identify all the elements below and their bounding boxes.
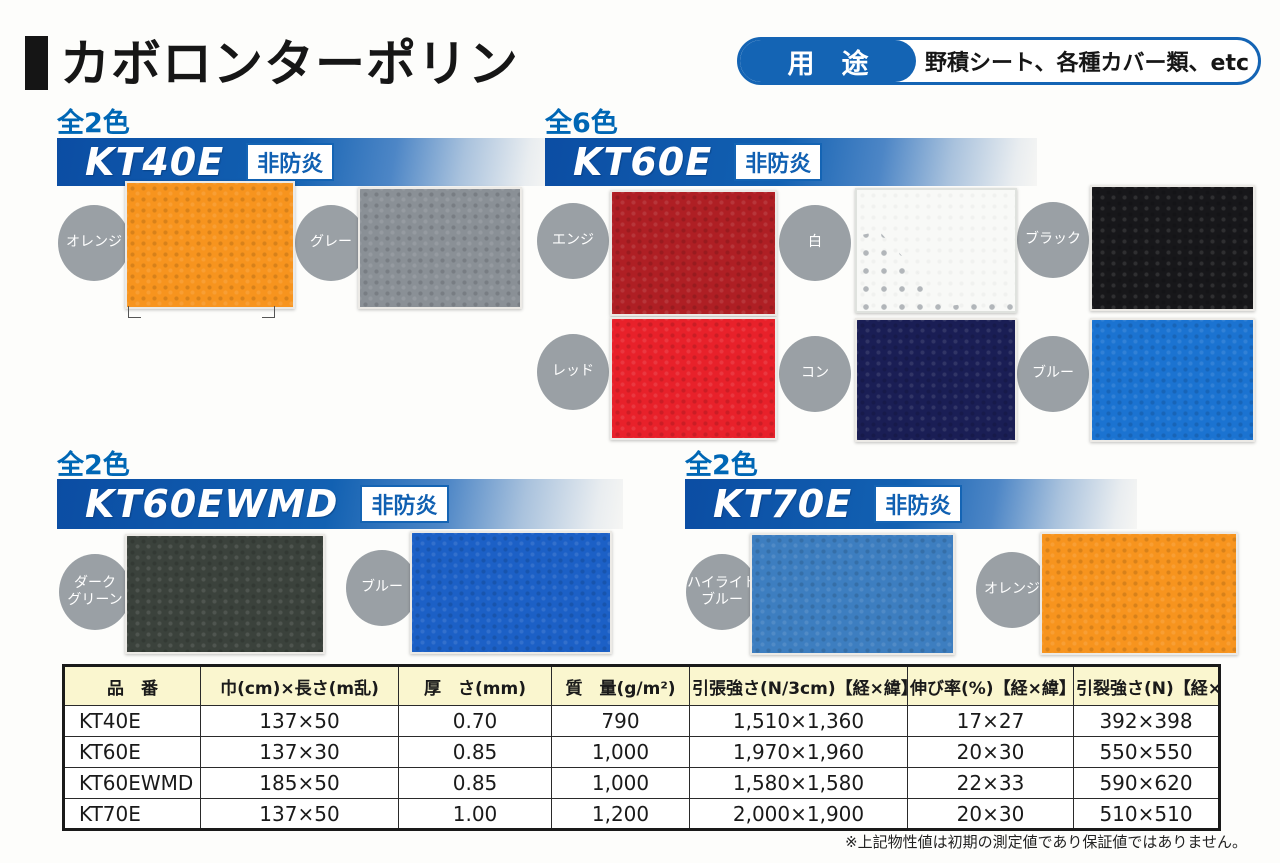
kt60ewmd-color-label-blue: ブルー	[346, 550, 418, 626]
kt60e-color-label-black: ブラック	[1017, 202, 1089, 278]
cell-tensile: 2,000×1,900	[689, 798, 908, 830]
cell-weight: 1,200	[551, 798, 690, 830]
usage-badge: 用 途 野積シート、各種カバー類、etc	[737, 37, 1261, 85]
usage-label: 用 途	[740, 40, 916, 82]
kt70e-swatch-highlightblue	[750, 533, 955, 655]
cell-tensile: 1,510×1,360	[689, 705, 908, 737]
kt40e-fire-badge: 非防炎	[246, 143, 335, 181]
kt60e-swatch-blue	[1090, 318, 1255, 442]
cell-tensile: 1,580×1,580	[689, 767, 908, 799]
kt60e-color-label-blue: ブルー	[1017, 336, 1089, 412]
cell-size: 185×50	[200, 767, 399, 799]
kt40e-swatch-orange	[125, 181, 295, 309]
kt60ewmd-product-name: KT60EWMD	[85, 482, 339, 526]
kt40e-count-label: 全2色	[57, 108, 130, 139]
kt70e-count-label: 全2色	[685, 450, 758, 481]
kt40e-color-label-gray: グレー	[295, 205, 367, 281]
kt60e-swatch-navy	[855, 318, 1017, 442]
cell-elongation: 22×33	[907, 767, 1074, 799]
kt60ewmd-swatch-darkgreen	[125, 534, 325, 654]
kt60ewmd-swatch-blue	[410, 531, 612, 654]
header-thickness: 厚 さ(mm)	[398, 665, 552, 706]
kt40e-product-name: KT40E	[85, 140, 225, 184]
kt60e-swatch-enji	[610, 190, 777, 316]
crop-mark-icon	[128, 306, 141, 318]
header-weight: 質 量(g/m²)	[551, 665, 690, 706]
kt40e-banner: KT40E 非防炎	[57, 138, 549, 186]
cell-thickness: 0.85	[398, 736, 552, 768]
kt70e-fire-badge: 非防炎	[874, 485, 963, 523]
header-product: 品 番	[63, 665, 201, 706]
cell-product: KT70E	[63, 798, 201, 830]
kt70e-color-label-orange: オレンジ	[976, 552, 1048, 628]
cell-thickness: 0.85	[398, 767, 552, 799]
kt60ewmd-banner: KT60EWMD 非防炎	[57, 479, 623, 529]
header-size: 巾(cm)×長さ(m乱)	[200, 665, 399, 706]
usage-text: 野積シート、各種カバー類、etc	[924, 51, 1250, 76]
title-accent-bar	[25, 36, 48, 90]
kt60e-product-name: KT60E	[573, 140, 713, 184]
cell-elongation: 17×27	[907, 705, 1074, 737]
cell-elongation: 20×30	[907, 798, 1074, 830]
table-row: KT40E 137×50 0.70 790 1,510×1,360 17×27 …	[63, 705, 1220, 737]
table-row: KT60EWMD 185×50 0.85 1,000 1,580×1,580 2…	[63, 767, 1220, 799]
cell-tear: 392×398	[1073, 705, 1220, 737]
kt60e-swatch-red	[610, 317, 777, 440]
cell-weight: 790	[551, 705, 690, 737]
cell-product: KT60E	[63, 736, 201, 768]
kt70e-product-name: KT70E	[713, 482, 853, 526]
header-tear: 引裂強さ(N)【経×緯】	[1073, 665, 1220, 706]
kt60e-banner: KT60E 非防炎	[545, 138, 1037, 186]
kt40e-swatch-gray	[358, 187, 522, 309]
header-elongation: 伸び率(%)【経×緯】	[907, 665, 1074, 706]
cell-thickness: 0.70	[398, 705, 552, 737]
cell-elongation: 20×30	[907, 736, 1074, 768]
kt40e-color-label-orange: オレンジ	[58, 205, 130, 281]
kt60e-color-label-red: レッド	[537, 334, 609, 410]
kt70e-swatch-orange	[1040, 532, 1238, 655]
cell-tensile: 1,970×1,960	[689, 736, 908, 768]
cell-size: 137×50	[200, 798, 399, 830]
kt60ewmd-color-label-darkgreen: ダーク グリーン	[59, 554, 131, 630]
kt60e-color-label-navy: コン	[779, 336, 851, 412]
kt70e-banner: KT70E 非防炎	[685, 479, 1137, 529]
table-row: KT70E 137×50 1.00 1,200 2,000×1,900 20×3…	[63, 798, 1220, 830]
footnote: ※上記物性値は初期の測定値であり保証値ではありません。	[845, 833, 1247, 851]
kt60e-color-label-enji: エンジ	[537, 203, 609, 279]
cell-product: KT60EWMD	[63, 767, 201, 799]
header-tensile: 引張強さ(N/3cm)【経×緯】	[689, 665, 908, 706]
cell-weight: 1,000	[551, 767, 690, 799]
kt60ewmd-fire-badge: 非防炎	[360, 485, 449, 523]
kt60e-count-label: 全6色	[545, 108, 618, 139]
kt60e-fire-badge: 非防炎	[734, 143, 823, 181]
cell-tear: 590×620	[1073, 767, 1220, 799]
white-swatch-dot-pattern	[857, 231, 1015, 311]
cell-thickness: 1.00	[398, 798, 552, 830]
spec-table: 品 番 巾(cm)×長さ(m乱) 厚 さ(mm) 質 量(g/m²) 引張強さ(…	[62, 664, 1221, 831]
table-row: KT60E 137×30 0.85 1,000 1,970×1,960 20×3…	[63, 736, 1220, 768]
table-header-row: 品 番 巾(cm)×長さ(m乱) 厚 さ(mm) 質 量(g/m²) 引張強さ(…	[63, 665, 1220, 706]
page-title: カボロンターポリン	[60, 35, 519, 93]
kt60e-swatch-black	[1090, 185, 1255, 311]
cell-product: KT40E	[63, 705, 201, 737]
cell-size: 137×50	[200, 705, 399, 737]
kt70e-color-label-highlightblue: ハイライト ブルー	[686, 554, 758, 630]
cell-weight: 1,000	[551, 736, 690, 768]
cell-tear: 550×550	[1073, 736, 1220, 768]
cell-tear: 510×510	[1073, 798, 1220, 830]
crop-mark-icon	[262, 306, 275, 318]
kt60ewmd-count-label: 全2色	[57, 450, 130, 481]
cell-size: 137×30	[200, 736, 399, 768]
kt60e-color-label-white: 白	[779, 205, 851, 281]
kt60e-swatch-white	[855, 188, 1017, 313]
